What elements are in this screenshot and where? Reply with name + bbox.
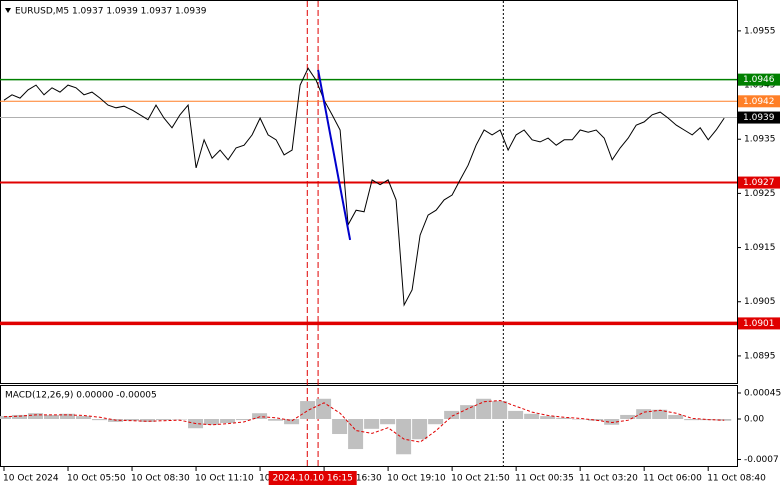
x-tick-label: 10 Oct 21:50 [451, 474, 510, 484]
macd-bar [364, 418, 380, 429]
y-tick-label: 0.00045 [744, 388, 781, 398]
x-tick-label: 11 Oct 00:35 [515, 474, 574, 484]
time-marker-label: 2024.10.10 16:15 [273, 474, 353, 484]
y-tick-label: 1.0925 [744, 189, 776, 199]
y-tick-label: 1.0895 [744, 351, 776, 361]
macd-bar [652, 409, 668, 419]
level-label-box [738, 73, 780, 86]
macd-bar [0, 416, 12, 419]
macd-bar [412, 418, 428, 440]
macd-bar [300, 401, 316, 419]
x-tick-label: 10 Oct 19:10 [387, 474, 446, 484]
trend-line [317, 69, 352, 241]
x-tick-label: 10 Oct 2024 [3, 474, 59, 484]
macd-bar [172, 418, 188, 420]
level-label: 1.0901 [743, 319, 775, 329]
macd-bar [268, 418, 284, 421]
macd-bar [316, 398, 332, 419]
menu-triangle [5, 8, 11, 13]
macd-bar [444, 410, 460, 419]
macd-bar [140, 418, 156, 422]
x-tick-label: 10 Oct 08:30 [131, 474, 190, 484]
level-label: 1.0927 [743, 178, 775, 188]
macd-bar [156, 418, 172, 421]
macd-bar [124, 418, 140, 421]
macd-panel [0, 385, 738, 467]
macd-bar [348, 418, 364, 450]
level-label-box [738, 95, 780, 108]
macd-bar [428, 418, 444, 425]
x-tick-label: 11 Oct 08:40 [707, 474, 766, 484]
x-tick-label: 11 Oct 06:00 [643, 474, 702, 484]
macd-bar [220, 418, 236, 424]
level-label-box [738, 111, 780, 124]
level-label: 1.0939 [743, 113, 775, 123]
macd-bar [540, 416, 556, 419]
macd-bar [556, 417, 572, 419]
macd-bar [396, 418, 412, 455]
macd-bar [636, 409, 652, 419]
y-tick-label: 1.0935 [744, 135, 776, 145]
level-label: 1.0946 [743, 75, 775, 85]
macd-bar [92, 418, 108, 421]
macd-bar [12, 414, 28, 419]
macd-bar [524, 413, 540, 419]
x-tick-label: 11 Oct 03:20 [579, 474, 638, 484]
y-tick-label: 1.0955 [744, 26, 776, 36]
macd-bar [204, 418, 220, 425]
level-label-box [738, 176, 780, 189]
macd-bar [684, 418, 700, 421]
signal-line [3, 399, 725, 443]
x-tick-label: 10 Oct 11:10 [195, 474, 254, 484]
macd-bar [332, 418, 348, 435]
macd-bar [44, 414, 60, 419]
macd-bar [620, 414, 636, 419]
price-line [3, 67, 725, 307]
macd-bar [236, 418, 252, 421]
x-tick-label: 10 Oct 05:50 [67, 474, 126, 484]
level-label: 1.0942 [743, 97, 775, 107]
price-panel [0, 0, 738, 384]
macd-bar [460, 405, 476, 419]
y-tick-label: 0.00 [744, 414, 764, 424]
macd-bar [60, 413, 76, 419]
macd-bar [668, 414, 684, 419]
y-tick-label: 1.0915 [744, 243, 776, 253]
macd-bar [508, 410, 524, 419]
macd-bar [284, 418, 300, 425]
chart-title: EURUSD,M5 1.0937 1.0939 1.0937 1.0939 [15, 7, 207, 17]
macd-bar [604, 418, 620, 425]
macd-bar [588, 418, 604, 421]
macd-bar [252, 413, 268, 419]
macd-bar [380, 418, 396, 425]
macd-title: MACD(12,26,9) 0.00000 -0.00005 [5, 391, 157, 401]
macd-bar [76, 416, 92, 419]
macd-bar [572, 418, 588, 420]
level-label-box [738, 317, 780, 330]
macd-bar [28, 413, 44, 419]
time-marker-box [268, 471, 357, 485]
y-tick-label: 1.0905 [744, 297, 776, 307]
macd-bar [492, 401, 508, 419]
y-tick-label: -0.0007 [744, 455, 779, 465]
